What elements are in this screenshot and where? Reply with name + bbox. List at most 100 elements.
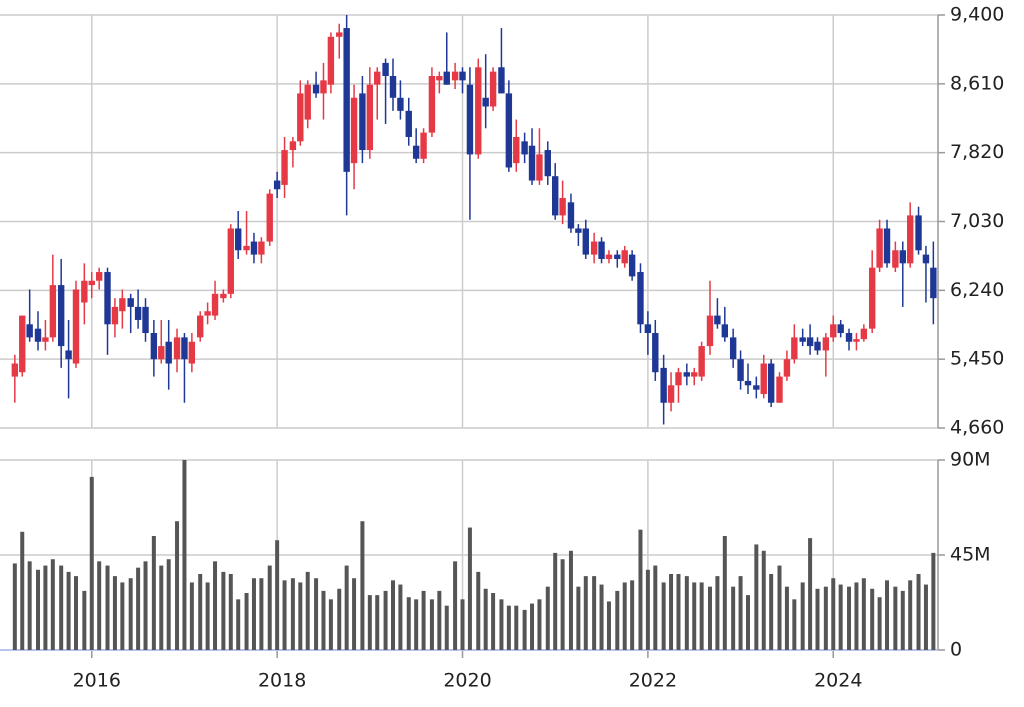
volume-bar <box>792 599 797 650</box>
candle-body <box>451 71 459 81</box>
candle-body <box>521 141 528 155</box>
volume-bar <box>375 595 380 650</box>
candle-body <box>598 241 605 259</box>
volume-bar <box>221 571 226 650</box>
candle-body <box>359 93 366 151</box>
candle-body <box>528 145 536 181</box>
volume-bar <box>205 582 210 650</box>
volume-bar <box>467 527 472 650</box>
volume-bar <box>267 565 272 650</box>
candle-body <box>837 324 844 334</box>
y-tick-label: 9,400 <box>950 4 1004 26</box>
volume-bar <box>89 476 94 650</box>
y-tick-label: 6,240 <box>950 279 1004 301</box>
candle-body <box>389 75 397 98</box>
volume-bar <box>352 578 357 650</box>
volume-bar <box>615 590 620 650</box>
volume-bar <box>653 565 658 650</box>
candle-body <box>26 324 33 338</box>
x-tick-label: 2016 <box>73 670 121 692</box>
volume-bar <box>676 574 681 650</box>
volume-bar <box>576 586 581 650</box>
volume-bar <box>838 584 843 650</box>
volume-bar <box>298 582 303 650</box>
volume-bar <box>12 563 17 650</box>
volume-bar <box>661 582 666 650</box>
candle-body <box>721 324 729 338</box>
candle-body <box>575 228 582 233</box>
candle-body <box>590 241 598 255</box>
candle-body <box>660 367 667 403</box>
candle-body <box>188 341 196 364</box>
candle-body <box>706 315 714 347</box>
volume-bar <box>50 559 55 650</box>
volume-bar <box>583 576 588 650</box>
candle-body <box>304 84 311 120</box>
candle-body <box>134 306 142 320</box>
candle-body <box>297 93 304 142</box>
candle-body <box>868 267 876 329</box>
candle-body <box>81 280 88 303</box>
volume-bar <box>390 580 395 650</box>
volume-bar <box>421 590 426 650</box>
volume-bar <box>777 565 782 650</box>
volume-bar <box>105 565 110 650</box>
candle-body <box>582 228 589 255</box>
candle-body <box>173 337 181 360</box>
volume-bar <box>923 584 928 650</box>
candle-body <box>482 97 489 107</box>
candle-body <box>57 285 65 347</box>
volume-bar <box>823 586 828 650</box>
candle-body <box>814 341 821 351</box>
volume-bar <box>537 599 542 650</box>
volume-bar <box>808 538 813 650</box>
candle-body <box>459 71 466 81</box>
volume-bar <box>290 578 295 650</box>
candle-body <box>273 180 281 190</box>
candle-body <box>544 150 551 177</box>
candle-body <box>652 333 659 373</box>
volume-bar <box>367 595 372 650</box>
volume-bar <box>128 578 133 650</box>
y-tick-label: 8,610 <box>950 72 1004 94</box>
candle-body <box>899 250 906 264</box>
candle-body <box>11 363 19 377</box>
volume-bar <box>414 599 419 650</box>
volume-bar <box>120 582 125 650</box>
candle-body <box>489 71 497 107</box>
candle-body <box>158 346 165 360</box>
volume-bar <box>522 609 527 650</box>
volume-bar <box>213 561 218 650</box>
volume-bar <box>406 597 411 650</box>
volume-bar <box>483 588 488 650</box>
candle-body <box>637 272 644 325</box>
volume-bar <box>143 561 148 650</box>
y-tick-label: 7,820 <box>950 141 1004 163</box>
y-tick-label: 45M <box>950 544 991 566</box>
volume-bar <box>630 580 635 650</box>
volume-bar <box>893 586 898 650</box>
volume-bar <box>738 576 743 650</box>
candle-body <box>220 293 227 299</box>
candle-body <box>204 311 211 316</box>
candle-body <box>783 359 791 377</box>
candle-body <box>915 215 922 251</box>
candle-body <box>628 254 636 277</box>
y-tick-label: 0 <box>950 639 962 661</box>
volume-bar <box>337 588 342 650</box>
candle-body <box>281 150 288 185</box>
candle-body <box>714 315 721 325</box>
candle-body <box>505 93 513 168</box>
volume-bar <box>931 552 936 650</box>
volume-bar <box>66 571 71 650</box>
candle-body <box>776 376 783 403</box>
candle-body <box>350 97 358 164</box>
volume-bar <box>815 588 820 650</box>
candle-body <box>698 346 705 377</box>
volume-bar <box>305 571 310 650</box>
candle-body <box>498 67 505 94</box>
candle-body <box>412 145 420 159</box>
volume-bar <box>236 599 241 650</box>
